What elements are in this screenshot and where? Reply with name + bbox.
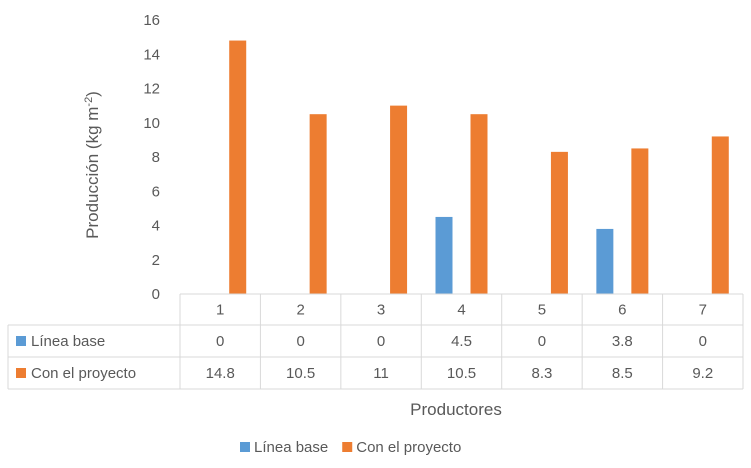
legend-label: Línea base (254, 439, 328, 456)
table-legend-swatch (16, 336, 26, 346)
bar-con-el-proyecto (229, 40, 247, 294)
data-label: 3.8 (612, 333, 633, 350)
data-label: 0 (296, 333, 304, 350)
data-label: 10.5 (286, 365, 315, 382)
bars (229, 40, 729, 294)
category-label: 3 (377, 302, 385, 319)
bar-con-el-proyecto (550, 151, 568, 294)
bar-con-el-proyecto (711, 136, 729, 294)
data-table: 1 2 3 4 5 6 7 Línea base 0 0 0 4.5 0 3.8 0 Con el proye… (7, 293, 744, 390)
data-label: 0 (216, 333, 224, 350)
y-tick-label: 8 (152, 149, 160, 166)
y-axis-ticks: 0 2 4 6 8 10 12 14 16 (143, 12, 160, 303)
bar-con-el-proyecto (631, 148, 649, 294)
bar-linea-base (435, 216, 453, 294)
y-tick-label: 16 (143, 12, 160, 29)
data-label: 8.3 (531, 365, 552, 382)
legend-swatch (240, 442, 250, 452)
y-axis-title-superscript: -2 (83, 97, 95, 107)
data-label: 8.5 (612, 365, 633, 382)
category-label: 5 (538, 302, 546, 319)
bar-con-el-proyecto (309, 114, 327, 294)
data-label: 4.5 (451, 333, 472, 350)
category-label: 7 (699, 302, 707, 319)
legend: Línea base Con el proyecto (240, 439, 461, 456)
y-tick-label: 6 (152, 183, 160, 200)
bar-linea-base (596, 228, 614, 294)
legend-label: Con el proyecto (356, 439, 461, 456)
category-label: 4 (457, 302, 465, 319)
y-tick-label: 12 (143, 81, 160, 98)
data-label: 10.5 (447, 365, 476, 382)
category-label: 2 (296, 302, 304, 319)
data-label: 9.2 (692, 365, 713, 382)
y-tick-label: 2 (152, 252, 160, 269)
y-tick-label: 4 (152, 218, 160, 235)
table-legend-swatch (16, 368, 26, 378)
bar-con-el-proyecto (390, 105, 408, 294)
data-label: 0 (538, 333, 546, 350)
data-label: 14.8 (206, 365, 235, 382)
table-series-label: Con el proyecto (31, 365, 136, 382)
bar-con-el-proyecto (470, 114, 488, 294)
y-tick-label: 10 (143, 115, 160, 132)
y-tick-label: 0 (152, 286, 160, 303)
y-axis-title-main: Producción (kg m (83, 107, 102, 239)
y-tick-label: 14 (143, 46, 160, 63)
data-label: 0 (377, 333, 385, 350)
y-axis-title: Producción (kg m-2) (83, 91, 102, 239)
data-label: 0 (699, 333, 707, 350)
y-axis-title-end: ) (83, 91, 102, 97)
data-label: 11 (373, 365, 389, 382)
category-label: 6 (618, 302, 626, 319)
category-label: 1 (216, 302, 224, 319)
legend-swatch (342, 442, 353, 452)
table-series-label: Línea base (31, 333, 105, 350)
x-axis-title: Productores (410, 400, 502, 419)
